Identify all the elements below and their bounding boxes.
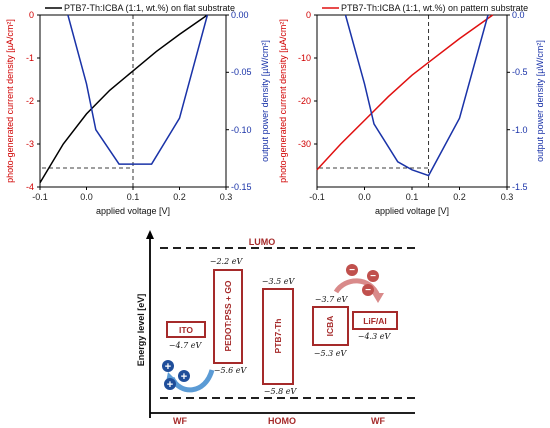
- x-tick-label: 0.0: [358, 192, 371, 202]
- x-axis-label-flat: applied voltage [V]: [96, 206, 170, 216]
- lumo-label: LUMO: [249, 237, 276, 247]
- hole-icon: +: [162, 360, 174, 373]
- energy-axis-arrow-icon: [146, 230, 154, 239]
- layer-box-lifal: [352, 311, 398, 330]
- x-ticks-flat: -0.1 0.0 0.1 0.2 0.3: [32, 187, 232, 202]
- x-tick-label: -0.1: [32, 192, 48, 202]
- y-left-tick-label: -20: [298, 96, 311, 106]
- x-tick-label: -0.1: [309, 192, 325, 202]
- hole-icon: +: [164, 378, 176, 391]
- x-tick-label: 0.0: [80, 192, 93, 202]
- y-right-tick-label: 0.00: [231, 10, 249, 20]
- level-label-icba-bottom: −5.3 eV: [314, 349, 348, 358]
- power-density-line-flat: [67, 14, 209, 165]
- y-right-tick-label: -1.0: [512, 125, 528, 135]
- y-right-tick-label: -1.5: [512, 182, 528, 192]
- electron-transfer-arrow: [333, 278, 381, 298]
- power-density-line-pattern: [344, 14, 489, 177]
- layer-box-ptb7th: [262, 288, 294, 385]
- y-left-ticks-pattern: -30 -20 -10 0: [298, 10, 317, 149]
- svg-text:−: −: [365, 285, 371, 296]
- level-label-ptb7th-top: −3.5 eV: [262, 277, 296, 286]
- electron-arrow-head-icon: [372, 293, 384, 303]
- layer-box-icba: [312, 306, 349, 346]
- y-left-tick-label: -1: [26, 53, 34, 63]
- panel-pattern: PTB7-Th:ICBA (1:1, wt.%) on pattern subs…: [278, 3, 545, 216]
- y-left-tick-label: -4: [26, 182, 34, 192]
- svg-text:−: −: [370, 271, 376, 282]
- wf-label-right: WF: [371, 416, 385, 426]
- svg-text:−: −: [349, 265, 355, 276]
- y-left-axis-label-pattern: photo-generated current density [µA/cm²]: [278, 19, 288, 183]
- x-tick-label: 0.3: [220, 192, 233, 202]
- svg-text:+: +: [165, 361, 171, 373]
- level-label-ito: −4.7 eV: [169, 341, 203, 350]
- y-left-tick-label: -30: [298, 139, 311, 149]
- x-tick-label: 0.1: [406, 192, 419, 202]
- plot-frame-pattern: [316, 14, 508, 188]
- x-axis-label-pattern: applied voltage [V]: [375, 206, 449, 216]
- y-left-tick-label: -10: [298, 53, 311, 63]
- level-label-pedot-bottom: −5.6 eV: [214, 366, 248, 375]
- homo-label: HOMO: [268, 416, 296, 426]
- electron-icon: −: [367, 270, 379, 282]
- y-right-tick-label: -0.10: [231, 125, 252, 135]
- x-tick-label: 0.2: [173, 192, 186, 202]
- legend-label-flat: PTB7-Th:ICBA (1:1, wt.%) on flat substra…: [64, 3, 235, 13]
- y-right-tick-label: -0.05: [231, 67, 252, 77]
- x-tick-label: 0.1: [127, 192, 140, 202]
- hole-icon: +: [178, 370, 190, 383]
- electron-icon: −: [362, 284, 374, 296]
- y-right-tick-label: -0.5: [512, 67, 528, 77]
- level-label-icba-top: −3.7 eV: [315, 295, 349, 304]
- hole-transfer-arrow: [169, 369, 215, 393]
- layer-label-icba: ICBA: [325, 316, 335, 337]
- level-label-pedot-top: −2.2 eV: [210, 257, 244, 266]
- energy-axis-label: Energy level [eV]: [136, 294, 146, 367]
- y-right-tick-label: -0.15: [231, 182, 252, 192]
- x-tick-label: 0.2: [453, 192, 466, 202]
- y-right-axis-label-pattern: output power density [µW/cm²]: [535, 40, 545, 162]
- y-left-tick-label: -3: [26, 139, 34, 149]
- svg-text:+: +: [167, 379, 173, 391]
- layer-label-lifal: LiF/Al: [363, 316, 387, 326]
- y-left-ticks-flat: -4 -3 -2 -1 0: [26, 10, 40, 192]
- layer-label-ito: ITO: [179, 325, 193, 335]
- current-density-line-pattern: [316, 14, 494, 171]
- panel-flat: PTB7-Th:ICBA (1:1, wt.%) on flat substra…: [5, 3, 270, 216]
- y-left-tick-label: 0: [306, 10, 311, 20]
- wf-label-left: WF: [173, 416, 187, 426]
- y-left-axis-label-flat: photo-generated current density [µA/cm²]: [5, 19, 15, 183]
- legend-label-pattern: PTB7-Th:ICBA (1:1, wt.%) on pattern subs…: [341, 3, 528, 13]
- electron-icon: −: [346, 264, 358, 276]
- level-label-ptb7th-bottom: −5.8 eV: [264, 387, 298, 396]
- layer-label-pedot: PEDOT:PSS + GO: [223, 280, 233, 351]
- layer-box-ito: [166, 321, 206, 338]
- x-ticks-pattern: -0.1 0.0 0.1 0.2 0.3: [309, 187, 513, 202]
- svg-text:+: +: [181, 371, 187, 383]
- y-right-tick-label: 0.0: [512, 10, 525, 20]
- layer-box-pedot: [213, 269, 243, 364]
- y-right-ticks-pattern: 0.0 -0.5 -1.0 -1.5: [507, 10, 528, 192]
- x-tick-label: 0.3: [501, 192, 514, 202]
- energy-diagram: Energy level [eV] LUMO WF HOMO WF ITO −4…: [136, 230, 415, 426]
- y-left-tick-label: -2: [26, 96, 34, 106]
- level-label-lifal: −4.3 eV: [358, 332, 392, 341]
- layer-label-ptb7th: PTB7-Th: [273, 319, 283, 354]
- y-left-tick-label: 0: [29, 10, 34, 20]
- current-density-line-flat: [39, 14, 208, 184]
- y-right-axis-label-flat: output power density [µW/cm²]: [260, 40, 270, 162]
- y-right-ticks-flat: 0.00 -0.05 -0.10 -0.15: [226, 10, 252, 192]
